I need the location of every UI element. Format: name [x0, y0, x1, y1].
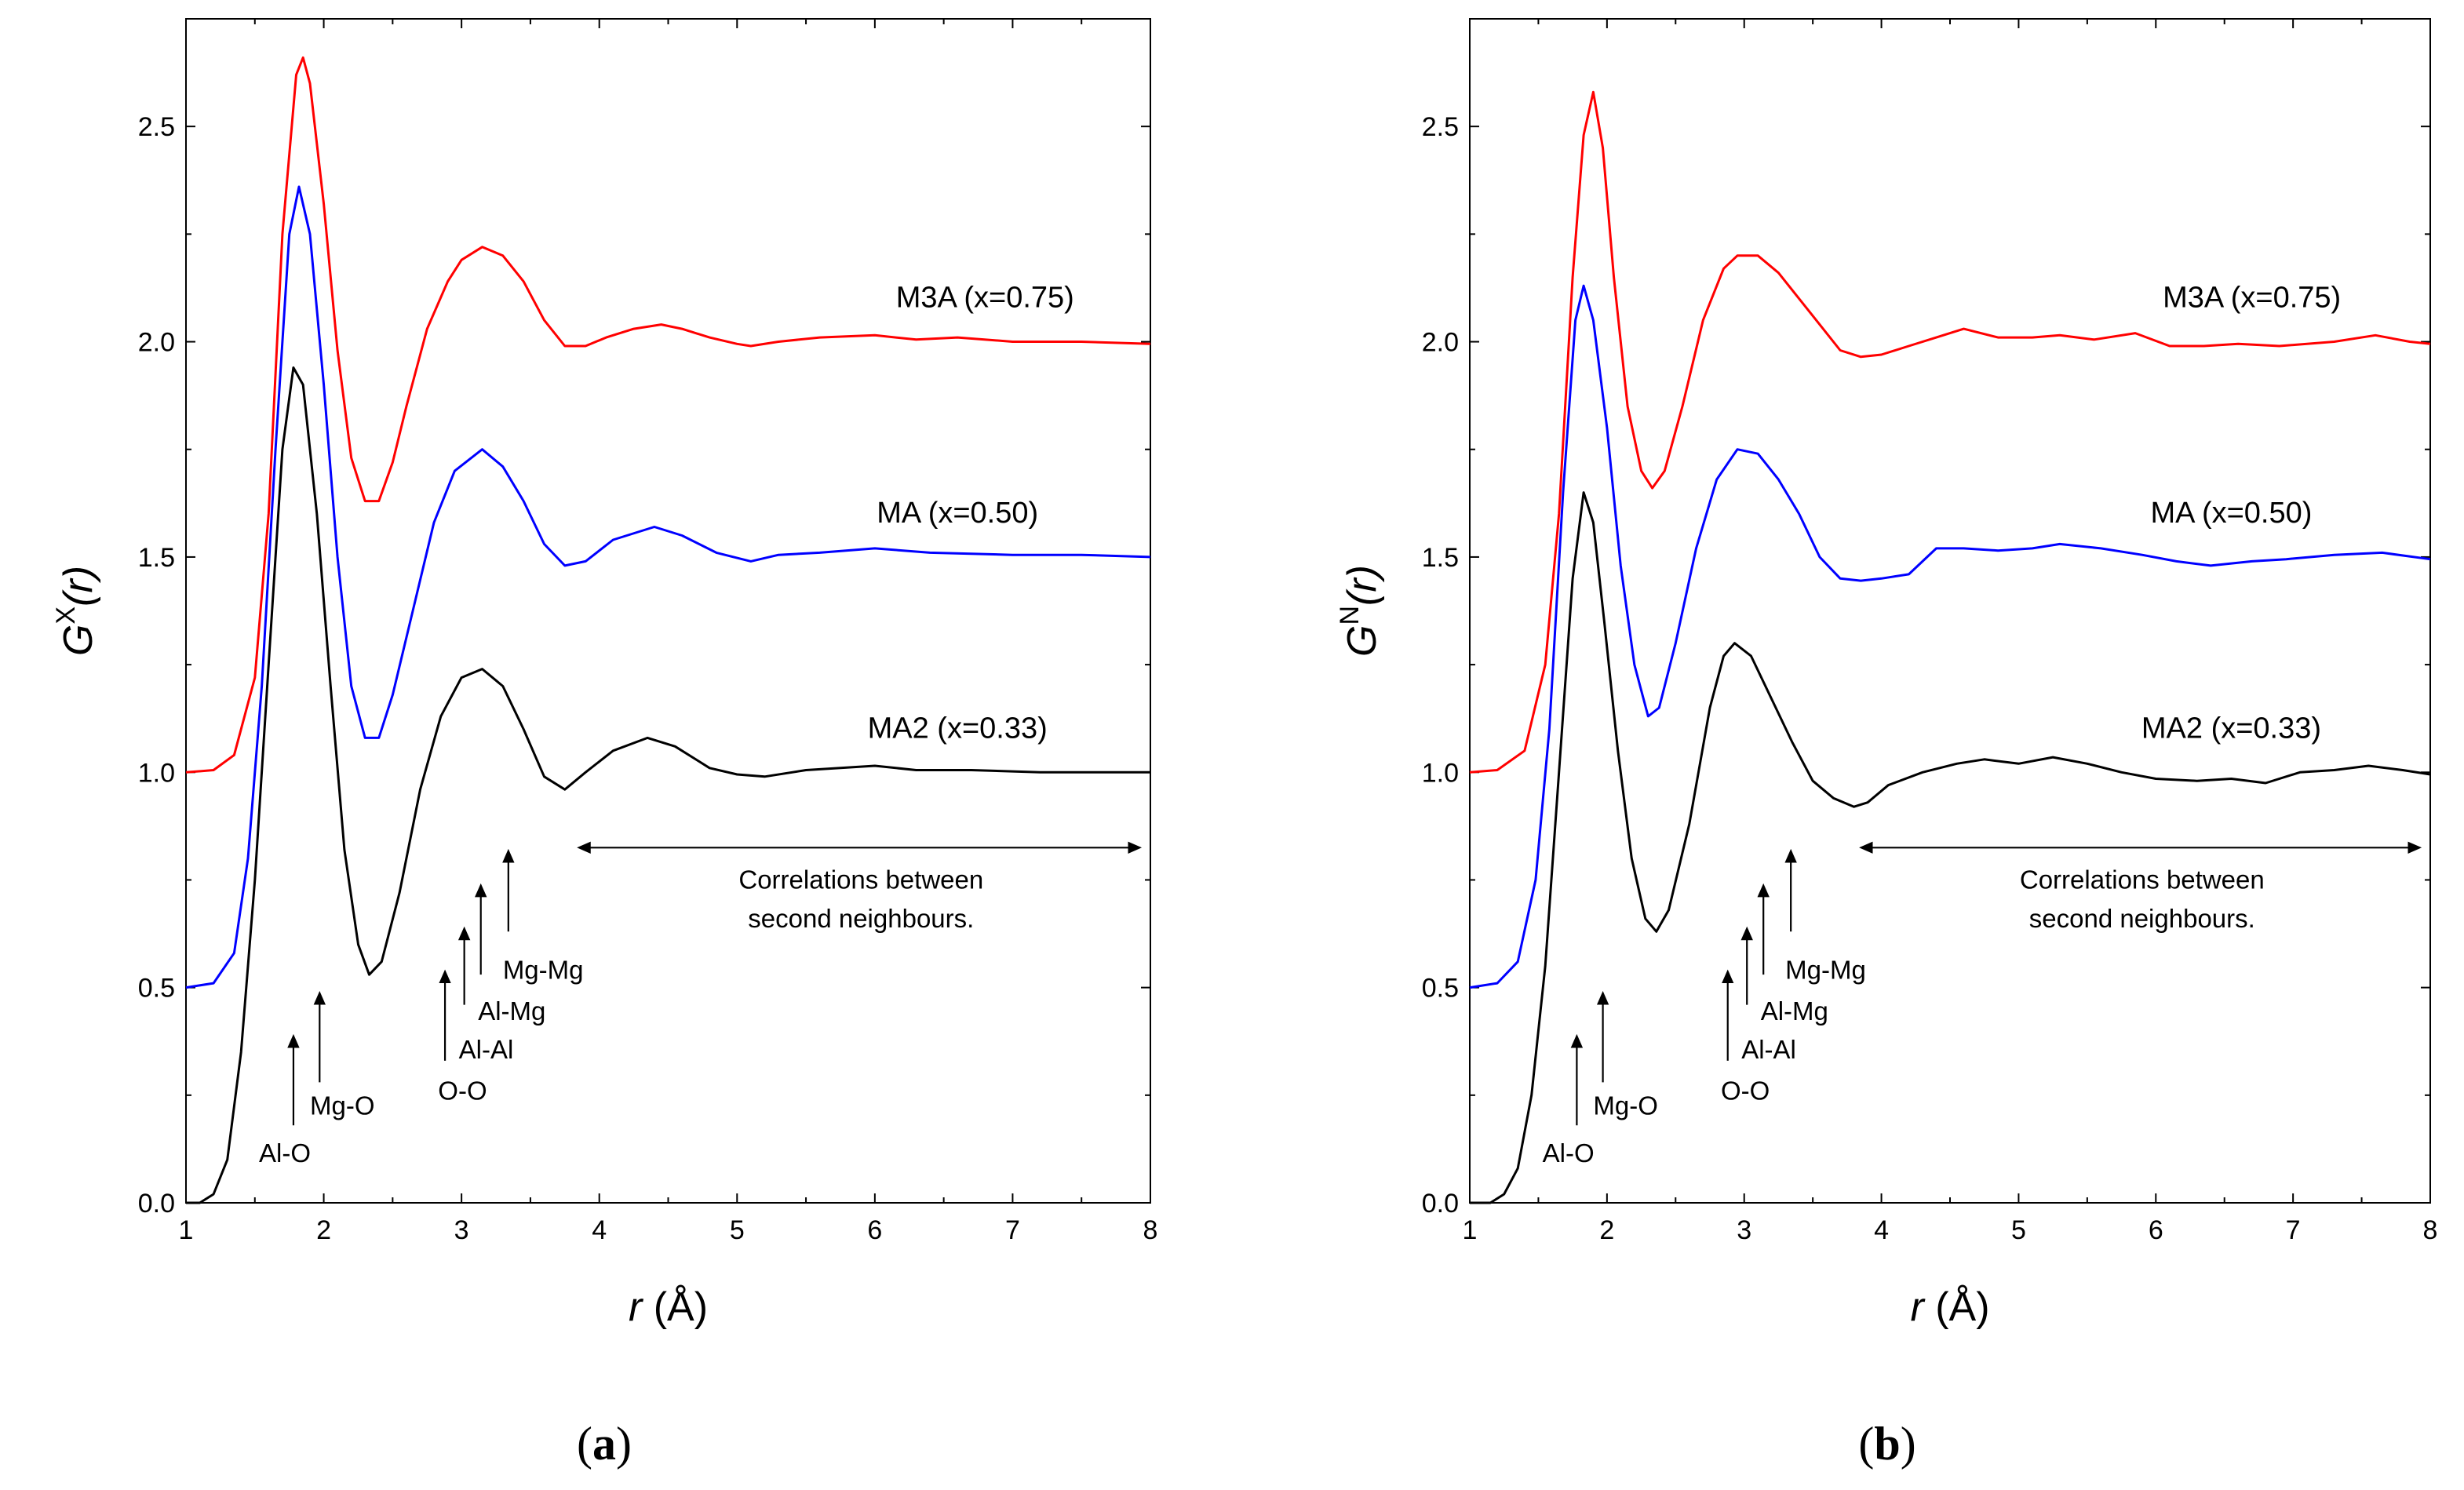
correlation-text-line2: second neighbours.	[2029, 904, 2255, 933]
y-tick-label: 0.0	[1422, 1189, 1459, 1219]
peak-label: Mg-Mg	[1785, 956, 1866, 985]
x-tick-label: 5	[2011, 1215, 2026, 1245]
peak-label: Mg-O	[310, 1091, 375, 1120]
y-tick-label: 1.0	[1422, 758, 1459, 788]
peak-label: O-O	[438, 1076, 487, 1105]
y-axis-title: GN(r)	[1335, 565, 1385, 657]
y-tick-label: 1.5	[1422, 543, 1459, 573]
x-tick-label: 8	[1143, 1215, 1158, 1245]
y-tick-label: 1.5	[138, 543, 175, 573]
series-label: MA (x=0.50)	[2150, 497, 2312, 530]
series-label: M3A (x=0.75)	[896, 282, 1074, 315]
x-tick-label: 7	[1005, 1215, 1020, 1245]
series-line	[185, 185, 1151, 989]
chart-panel-a: 1 2 3 4 5 6 7 8 0.0 0.5 1.0 1.5 2.0 2.5 M3A (x=0.75) MA…	[51, 18, 1158, 1470]
x-tick-label: 6	[867, 1215, 882, 1245]
series-label: MA2 (x=0.33)	[868, 712, 1048, 745]
panel-label: (a)	[577, 1418, 632, 1470]
peak-label: O-O	[1721, 1076, 1770, 1105]
series-line	[186, 366, 1150, 1204]
y-tick-label: 0.5	[1422, 974, 1459, 1004]
x-axis-title: r (Å)	[629, 1284, 708, 1330]
series-line	[1469, 284, 2431, 989]
plot-frame	[1469, 18, 2431, 1204]
series-label: MA2 (x=0.33)	[2141, 712, 2321, 745]
y-tick-label: 2.5	[138, 112, 175, 142]
y-tick-label: 2.0	[138, 328, 175, 358]
peak-label: Al-Al	[459, 1035, 514, 1064]
correlation-text-line2: second neighbours.	[748, 904, 974, 933]
x-tick-label: 2	[316, 1215, 331, 1245]
peak-label: Mg-Mg	[503, 956, 584, 985]
panel-label: (b)	[1858, 1418, 1915, 1470]
series-label: MA (x=0.50)	[877, 497, 1038, 530]
series-label: M3A (x=0.75)	[2163, 282, 2341, 315]
x-tick-label: 1	[179, 1215, 194, 1245]
peak-label: Al-O	[1543, 1138, 1595, 1168]
y-tick-label: 1.0	[138, 758, 175, 788]
x-tick-label: 6	[2149, 1215, 2163, 1245]
y-tick-label: 2.5	[1422, 112, 1459, 142]
x-tick-label: 3	[454, 1215, 469, 1245]
x-tick-label: 8	[2423, 1215, 2438, 1245]
peak-label: Al-Mg	[478, 996, 545, 1026]
x-tick-label: 2	[1599, 1215, 1614, 1245]
series-line	[1470, 491, 2431, 1204]
peak-label: Al-O	[259, 1138, 311, 1168]
plot-frame	[185, 18, 1151, 1204]
correlation-text-line1: Correlations between	[738, 865, 983, 894]
y-axis-title: GX(r)	[51, 566, 101, 656]
peak-label: Mg-O	[1593, 1091, 1658, 1120]
chart-panel-b: 1 2 3 4 5 6 7 8 0.0 0.5 1.0 1.5 2.0 2.5 M3A (x=0.75) MA…	[1335, 18, 2438, 1470]
y-tick-label: 0.0	[138, 1189, 175, 1219]
x-tick-label: 4	[592, 1215, 607, 1245]
correlation-text-line1: Correlations between	[2020, 865, 2265, 894]
x-tick-label: 3	[1737, 1215, 1751, 1245]
series-line	[1469, 90, 2431, 774]
y-tick-label: 2.0	[1422, 328, 1459, 358]
peak-label: Al-Al	[1741, 1035, 1796, 1064]
peak-label: Al-Mg	[1761, 996, 1828, 1026]
x-tick-label: 4	[1874, 1215, 1889, 1245]
y-tick-label: 0.5	[138, 974, 175, 1004]
x-tick-label: 7	[2286, 1215, 2301, 1245]
x-tick-label: 1	[1463, 1215, 1478, 1245]
x-axis-title: r (Å)	[1910, 1284, 1989, 1330]
series-line	[185, 56, 1151, 774]
x-tick-label: 5	[730, 1215, 745, 1245]
